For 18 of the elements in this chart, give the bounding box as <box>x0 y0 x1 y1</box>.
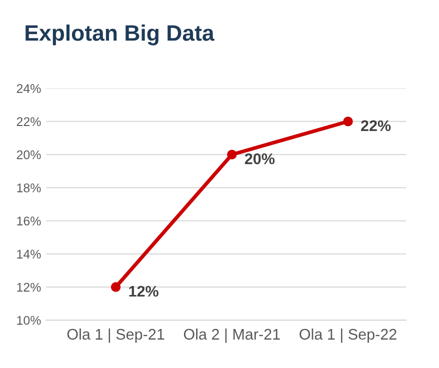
chart-title: Explotan Big Data <box>26 24 214 46</box>
x-tick-label: Ola 1 | Sep-21 <box>67 328 164 343</box>
x-tick-label: Ola 2 | Mar-21 <box>184 328 280 343</box>
point <box>227 150 237 160</box>
y-tick-label: 10% <box>17 316 41 325</box>
y-tick-label: 18% <box>17 183 41 192</box>
y-tick-label: 20% <box>16 150 41 160</box>
text: 22% <box>361 120 391 132</box>
y-tick-label: 22% <box>16 117 41 126</box>
x-tick-label: Ola 1 | Sep-22 <box>300 328 396 343</box>
y-tick-label: 12% <box>17 282 41 292</box>
point <box>110 282 121 292</box>
point <box>343 116 353 126</box>
y-tick-label: 16% <box>17 216 41 226</box>
y-tick-label: 24% <box>16 84 41 93</box>
text: 20% <box>244 153 275 164</box>
y-tick-label: 14% <box>17 250 41 259</box>
text: 12% <box>129 286 158 297</box>
